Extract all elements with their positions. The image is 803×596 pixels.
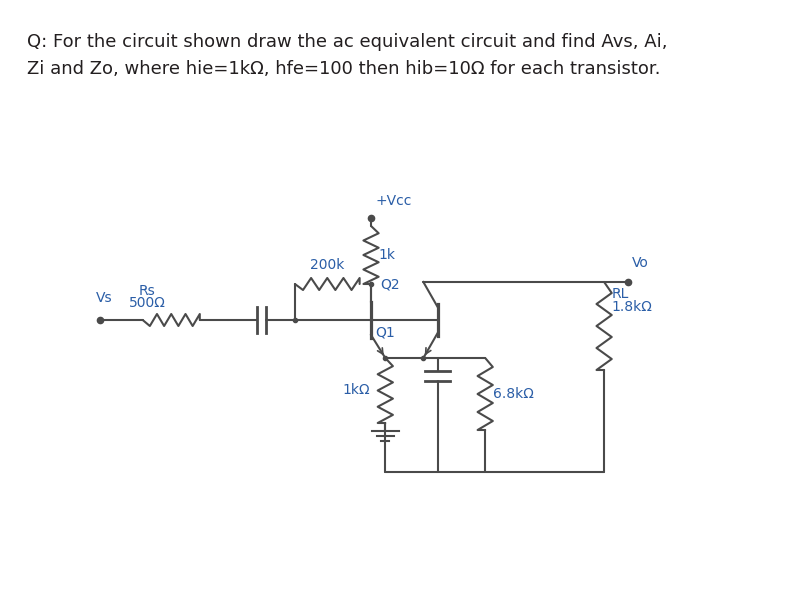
Text: +Vcc: +Vcc	[375, 194, 412, 208]
Text: 1.8kΩ: 1.8kΩ	[611, 300, 652, 314]
Text: 1kΩ: 1kΩ	[342, 383, 369, 398]
Text: Q: For the circuit shown draw the ac equivalent circuit and find Avs, Ai,: Q: For the circuit shown draw the ac equ…	[26, 33, 666, 51]
Text: Vs: Vs	[96, 291, 112, 305]
Text: 200k: 200k	[310, 258, 344, 272]
Text: 6.8kΩ: 6.8kΩ	[492, 387, 533, 401]
Text: RL: RL	[611, 287, 628, 301]
Text: Vo: Vo	[631, 256, 648, 270]
Text: 1k: 1k	[378, 248, 395, 262]
Text: 500Ω: 500Ω	[128, 296, 165, 310]
Text: Q2: Q2	[380, 278, 400, 292]
Text: Zi and Zo, where hie=1kΩ, hfe=100 then hib=10Ω for each transistor.: Zi and Zo, where hie=1kΩ, hfe=100 then h…	[26, 60, 659, 78]
Text: Rs: Rs	[139, 284, 156, 298]
Text: Q1: Q1	[374, 326, 394, 340]
